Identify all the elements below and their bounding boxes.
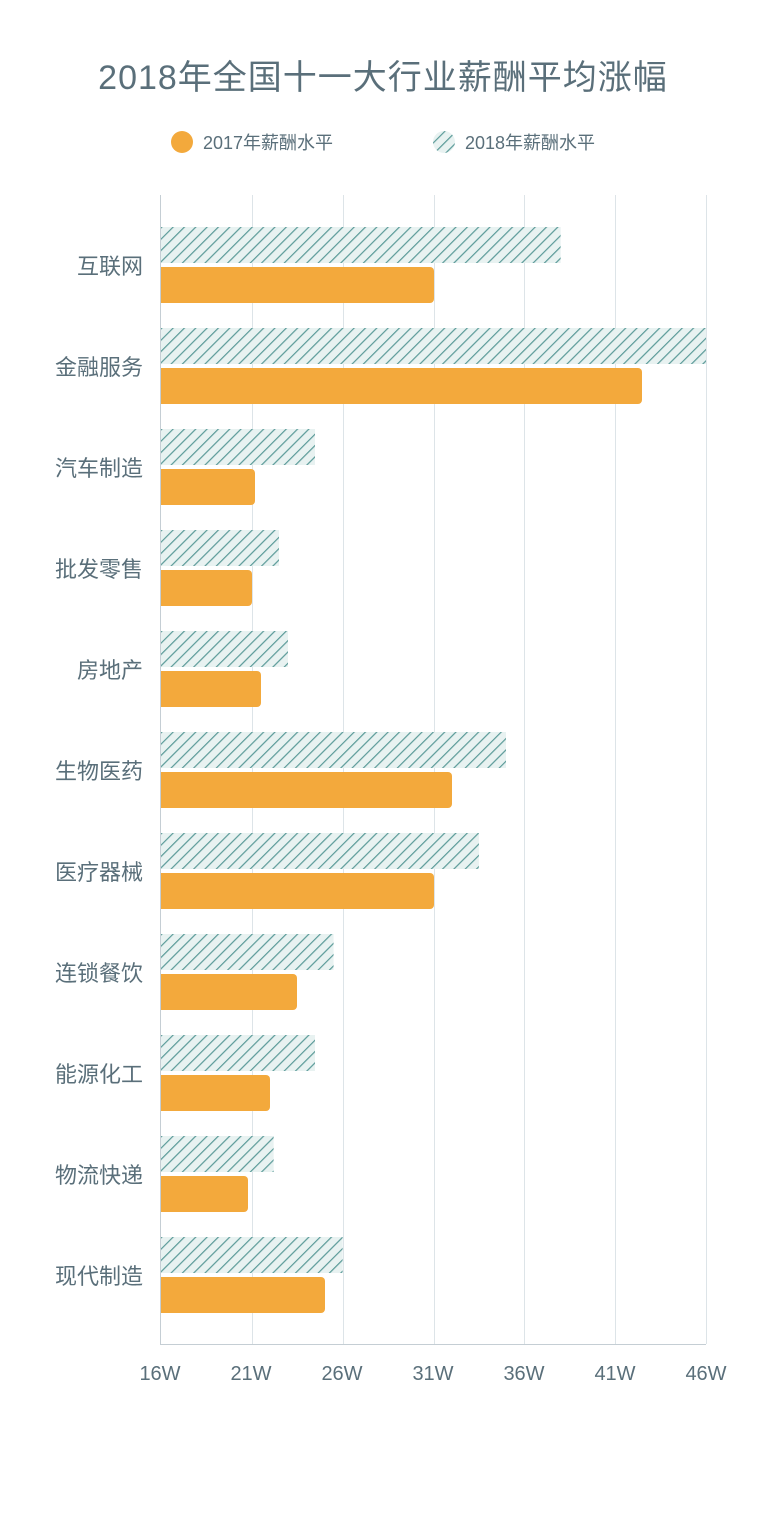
category-label: 连锁餐饮 <box>55 956 143 988</box>
bar-2017 <box>161 570 252 606</box>
category-row: 批发零售 <box>161 526 706 610</box>
x-tick: 46W <box>685 1363 726 1386</box>
x-tick: 16W <box>139 1363 180 1386</box>
bar-2018 <box>161 227 561 263</box>
category-label: 医疗器械 <box>55 855 143 887</box>
category-label: 能源化工 <box>55 1057 143 1089</box>
category-row: 能源化工 <box>161 1031 706 1115</box>
x-tick: 21W <box>230 1363 271 1386</box>
x-tick: 26W <box>321 1363 362 1386</box>
plot-area: 互联网金融服务汽车制造批发零售房地产生物医药医疗器械连锁餐饮能源化工物流快递现代… <box>160 195 706 1345</box>
category-row: 金融服务 <box>161 324 706 408</box>
category-label: 生物医药 <box>55 754 143 786</box>
bar-2018 <box>161 732 506 768</box>
legend-item-2018: 2018年薪酬水平 <box>433 129 595 155</box>
category-row: 生物医药 <box>161 728 706 812</box>
chart-title: 2018年全国十一大行业薪酬平均涨幅 <box>20 50 746 99</box>
bar-2018 <box>161 328 706 364</box>
bar-2017 <box>161 873 434 909</box>
category-label: 互联网 <box>77 249 143 281</box>
x-tick: 36W <box>503 1363 544 1386</box>
category-label: 房地产 <box>77 653 143 685</box>
bar-2017 <box>161 1075 270 1111</box>
chart-area: 互联网金融服务汽车制造批发零售房地产生物医药医疗器械连锁餐饮能源化工物流快递现代… <box>160 195 706 1405</box>
category-label: 现代制造 <box>55 1259 143 1291</box>
x-tick: 41W <box>594 1363 635 1386</box>
category-label: 金融服务 <box>55 350 143 382</box>
bar-2017 <box>161 1176 248 1212</box>
bar-2017 <box>161 469 255 505</box>
x-tick: 31W <box>412 1363 453 1386</box>
bar-2017 <box>161 671 261 707</box>
category-row: 汽车制造 <box>161 425 706 509</box>
bar-2017 <box>161 267 434 303</box>
category-label: 物流快递 <box>55 1158 143 1190</box>
category-row: 房地产 <box>161 627 706 711</box>
legend: 2017年薪酬水平 2018年薪酬水平 <box>20 129 746 155</box>
legend-label-2017: 2017年薪酬水平 <box>203 129 333 155</box>
bar-2018 <box>161 934 334 970</box>
bar-2018 <box>161 1035 315 1071</box>
bar-2018 <box>161 833 479 869</box>
category-row: 互联网 <box>161 223 706 307</box>
category-row: 物流快递 <box>161 1132 706 1216</box>
bar-2018 <box>161 429 315 465</box>
category-label: 批发零售 <box>55 552 143 584</box>
legend-label-2018: 2018年薪酬水平 <box>465 129 595 155</box>
category-row: 医疗器械 <box>161 829 706 913</box>
legend-item-2017: 2017年薪酬水平 <box>171 129 333 155</box>
category-row: 连锁餐饮 <box>161 930 706 1014</box>
bar-2017 <box>161 772 452 808</box>
bar-2018 <box>161 1237 343 1273</box>
legend-swatch-2018 <box>433 131 455 153</box>
bar-2017 <box>161 1277 325 1313</box>
x-axis: 16W21W26W31W36W41W46W <box>160 1345 706 1395</box>
bar-2017 <box>161 974 297 1010</box>
category-label: 汽车制造 <box>55 451 143 483</box>
bar-2017 <box>161 368 642 404</box>
bar-2018 <box>161 631 288 667</box>
chart-container: 2018年全国十一大行业薪酬平均涨幅 2017年薪酬水平 2018年薪酬水平 互… <box>0 0 766 1513</box>
legend-swatch-2017 <box>171 131 193 153</box>
category-row: 现代制造 <box>161 1233 706 1317</box>
grid-line <box>706 195 707 1344</box>
bar-2018 <box>161 1136 274 1172</box>
bar-2018 <box>161 530 279 566</box>
